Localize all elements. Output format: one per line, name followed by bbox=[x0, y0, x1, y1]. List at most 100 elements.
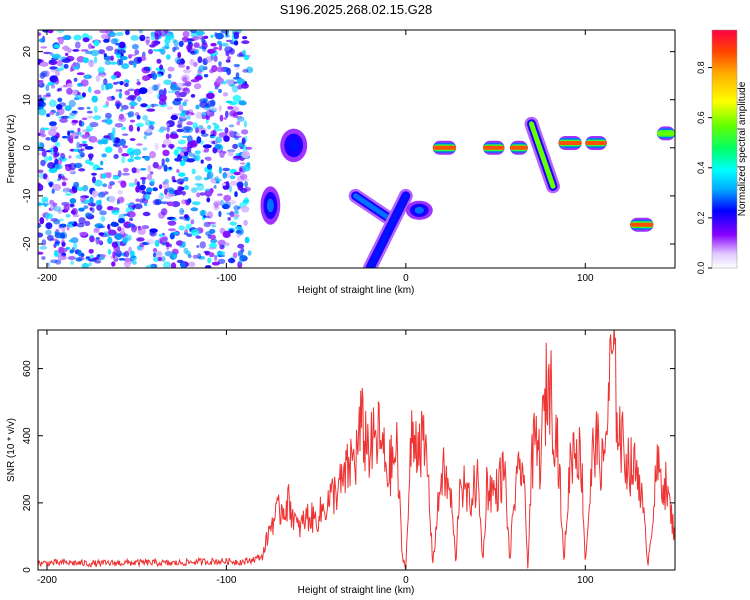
noise-speckle bbox=[45, 229, 52, 236]
noise-speckle bbox=[224, 127, 229, 134]
noise-speckle bbox=[91, 190, 98, 198]
noise-speckle bbox=[233, 171, 241, 176]
noise-speckle bbox=[69, 188, 78, 194]
noise-speckle bbox=[198, 65, 205, 73]
noise-speckle bbox=[110, 222, 119, 228]
noise-speckle bbox=[203, 105, 212, 111]
noise-speckle bbox=[146, 173, 153, 181]
colorbar-ticks: 0.0 0.2 0.4 0.6 0.8 bbox=[696, 61, 712, 274]
noise-speckle bbox=[167, 66, 175, 72]
spectrogram-feature-line bbox=[585, 136, 607, 150]
noise-speckle bbox=[146, 105, 152, 109]
noise-speckle bbox=[142, 75, 150, 81]
noise-speckle bbox=[118, 41, 126, 49]
noise-speckle bbox=[155, 250, 163, 258]
noise-speckle bbox=[174, 90, 181, 96]
noise-speckle bbox=[195, 74, 203, 81]
noise-speckle bbox=[241, 254, 247, 260]
noise-speckle bbox=[81, 117, 88, 121]
spectrogram-x-label: Height of straight line (km) bbox=[298, 285, 415, 296]
noise-speckle bbox=[38, 232, 44, 238]
noise-speckle bbox=[117, 196, 125, 204]
noise-speckle bbox=[102, 104, 109, 108]
noise-speckle bbox=[146, 187, 153, 193]
noise-speckle bbox=[228, 185, 233, 193]
noise-speckle bbox=[76, 187, 85, 191]
noise-speckle bbox=[209, 187, 214, 194]
noise-speckle bbox=[156, 58, 162, 64]
noise-speckle bbox=[186, 121, 194, 126]
noise-speckle bbox=[89, 121, 99, 128]
noise-speckle bbox=[93, 115, 102, 120]
noise-speckle bbox=[166, 106, 174, 110]
noise-speckle bbox=[237, 142, 244, 148]
noise-speckle bbox=[192, 254, 199, 259]
y-tick-label: 0 bbox=[22, 567, 33, 573]
noise-speckle bbox=[172, 179, 177, 183]
noise-speckle bbox=[82, 144, 88, 147]
noise-speckle bbox=[238, 257, 243, 264]
noise-speckle bbox=[232, 143, 239, 150]
noise-speckle bbox=[177, 119, 183, 126]
noise-speckle bbox=[227, 257, 236, 264]
noise-speckle bbox=[187, 198, 192, 204]
noise-speckle bbox=[149, 228, 158, 233]
noise-speckle bbox=[69, 198, 77, 204]
noise-speckle bbox=[243, 197, 249, 205]
noise-speckle bbox=[76, 131, 82, 135]
noise-speckle bbox=[115, 100, 121, 105]
noise-speckle bbox=[190, 228, 200, 237]
noise-speckle bbox=[76, 72, 85, 76]
x-tick-label: -200 bbox=[37, 273, 57, 284]
noise-speckle bbox=[182, 69, 191, 74]
spectral-track bbox=[367, 193, 409, 268]
noise-speckle bbox=[242, 49, 247, 56]
noise-speckle bbox=[51, 188, 55, 194]
noise-speckle bbox=[238, 100, 246, 105]
noise-speckle bbox=[51, 53, 61, 60]
noise-speckle bbox=[38, 132, 41, 136]
noise-speckle bbox=[138, 87, 148, 95]
noise-speckle bbox=[215, 181, 220, 184]
noise-speckle bbox=[61, 135, 68, 139]
spectral-track bbox=[353, 193, 394, 223]
noise-speckle bbox=[89, 198, 93, 203]
noise-speckle bbox=[110, 38, 118, 45]
noise-speckle bbox=[189, 30, 197, 34]
noise-speckle bbox=[171, 218, 178, 222]
noise-speckle bbox=[244, 236, 250, 244]
noise-speckle bbox=[132, 43, 139, 50]
noise-speckle bbox=[233, 210, 239, 215]
x-tick-label: 100 bbox=[577, 575, 594, 586]
noise-speckle bbox=[236, 232, 241, 238]
noise-speckle bbox=[157, 83, 161, 87]
spectral-line-band bbox=[432, 145, 457, 150]
noise-speckle bbox=[74, 94, 84, 100]
noise-speckle bbox=[152, 248, 158, 253]
snr-series-line bbox=[38, 330, 675, 569]
noise-speckle bbox=[54, 250, 59, 258]
noise-speckle bbox=[213, 46, 219, 50]
noise-speckle bbox=[245, 146, 253, 150]
snr-y-axis: 0 200 400 600 bbox=[22, 360, 675, 573]
noise-speckle bbox=[93, 105, 98, 113]
noise-speckle bbox=[170, 114, 178, 121]
noise-speckle bbox=[100, 160, 104, 166]
noise-speckle bbox=[190, 219, 195, 225]
noise-speckle bbox=[170, 262, 177, 268]
noise-speckle bbox=[181, 126, 191, 133]
noise-speckle bbox=[222, 230, 231, 238]
spectrogram-feature-blob bbox=[405, 200, 433, 220]
colorbar-tick-label: 0.2 bbox=[696, 212, 706, 225]
noise-speckle bbox=[183, 232, 189, 235]
noise-speckle bbox=[70, 260, 74, 265]
noise-speckle bbox=[191, 168, 196, 175]
noise-speckle bbox=[49, 148, 54, 151]
noise-speckle bbox=[188, 113, 192, 117]
noise-speckle bbox=[178, 225, 185, 231]
noise-speckle bbox=[101, 173, 107, 179]
noise-speckle bbox=[207, 163, 213, 170]
noise-speckle bbox=[88, 43, 93, 50]
noise-speckle bbox=[41, 239, 47, 246]
noise-speckle bbox=[127, 111, 135, 118]
